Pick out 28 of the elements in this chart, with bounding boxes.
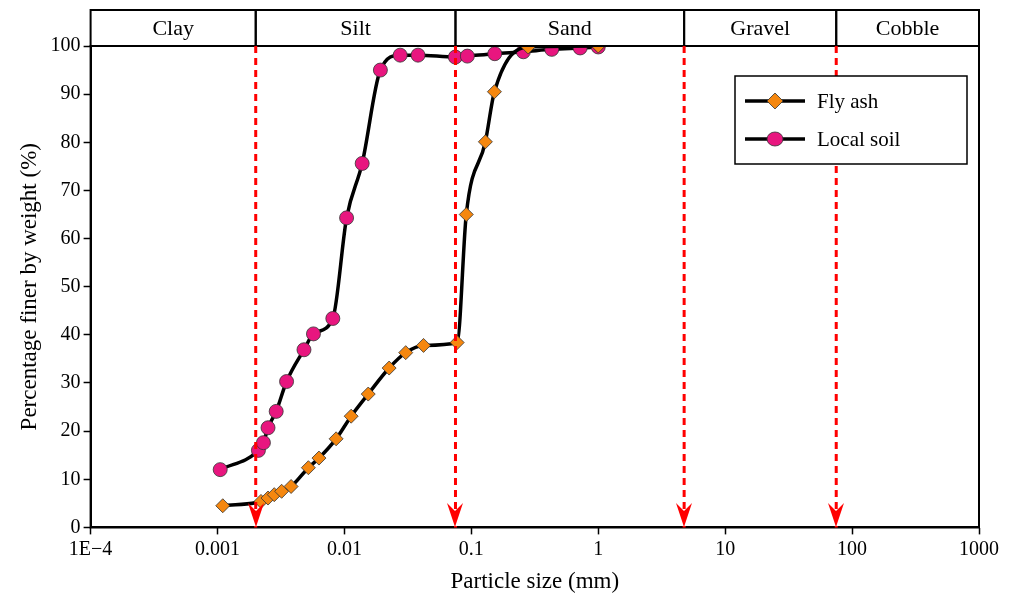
text: Cobble bbox=[875, 14, 940, 40]
y-tick-label: 10 bbox=[60, 466, 81, 489]
text: Gravel bbox=[730, 14, 791, 40]
y-tick-label: 40 bbox=[60, 322, 81, 345]
text: Sand bbox=[547, 14, 592, 40]
y-tick-label: 100 bbox=[50, 33, 81, 56]
y-tick-label: 0 bbox=[70, 514, 81, 537]
legend-label: Fly ash bbox=[817, 88, 879, 113]
text: Silt bbox=[340, 14, 371, 40]
y-axis-title: Percentage finer by weight (%) bbox=[15, 143, 41, 431]
y-tick-label: 80 bbox=[60, 129, 81, 152]
y-tick-label: 20 bbox=[60, 418, 81, 441]
x-tick-label: 1E−4 bbox=[68, 536, 113, 559]
y-tick-label: 50 bbox=[60, 273, 81, 296]
y-tick-label: 90 bbox=[60, 81, 81, 104]
x-tick-label: 1 bbox=[593, 536, 604, 559]
y-tick-label: 70 bbox=[60, 177, 81, 200]
x-tick-label: 1000 bbox=[959, 536, 999, 559]
x-tick-label: 0.01 bbox=[326, 536, 362, 559]
x-tick-label: 0.001 bbox=[195, 536, 241, 559]
y-tick-label: 30 bbox=[60, 370, 81, 393]
x-tick-label: 0.1 bbox=[458, 536, 484, 559]
x-tick-label: 10 bbox=[715, 536, 736, 559]
x-tick-label: 100 bbox=[837, 536, 868, 559]
text: Clay bbox=[152, 14, 194, 40]
y-tick-label: 60 bbox=[60, 225, 81, 248]
legend-label: Local soil bbox=[817, 126, 901, 151]
x-axis-title: Particle size (mm) bbox=[450, 568, 620, 594]
